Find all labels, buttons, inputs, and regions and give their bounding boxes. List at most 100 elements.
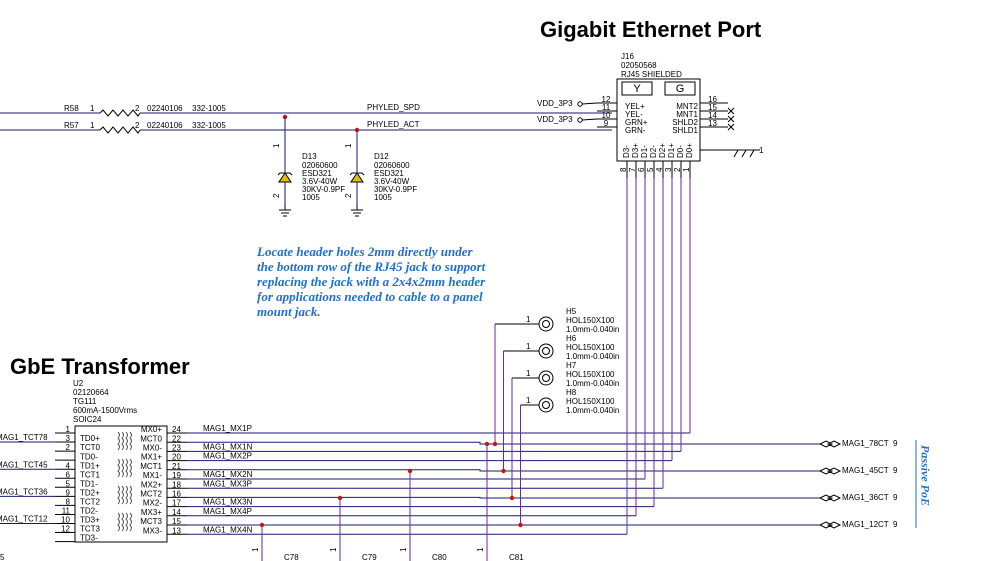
cap-ref: C81 bbox=[509, 553, 524, 561]
hole-value: HOL150X100 bbox=[566, 316, 615, 325]
pin-number: 3 bbox=[664, 167, 673, 172]
ct-wire bbox=[187, 441, 820, 445]
diode-spec: 1005 bbox=[374, 193, 392, 202]
diode-spec: 3.6V-40W bbox=[302, 177, 338, 186]
pin-name: MCT3 bbox=[140, 517, 162, 526]
pin-name: D0+ bbox=[685, 143, 694, 158]
pin-number: 16 bbox=[172, 490, 181, 499]
pin-number: 1 bbox=[329, 547, 338, 552]
jack-desc: RJ45 SHIELDED bbox=[621, 70, 682, 79]
net-label: MAG1_TCT45 bbox=[0, 460, 48, 469]
transformer-name: TG111 bbox=[73, 397, 97, 406]
hole-value: HOL150X100 bbox=[566, 343, 615, 352]
power-label: VDD_3P3 bbox=[537, 99, 573, 108]
pin-name: TD3- bbox=[80, 534, 98, 543]
pin-name: D0- bbox=[676, 145, 685, 158]
part-number: 02240106 bbox=[147, 104, 183, 113]
net-label: MAG1_MX4N bbox=[203, 525, 253, 534]
pin-name: SHLD1 bbox=[672, 126, 698, 135]
transformer-rating: 600mA-1500Vrms bbox=[73, 406, 137, 415]
no-connect bbox=[727, 107, 735, 115]
pin-name: TD2- bbox=[80, 507, 98, 516]
diode-bar bbox=[277, 172, 293, 176]
pin-number: 23 bbox=[172, 444, 181, 453]
diode-bar bbox=[349, 172, 365, 176]
power-label: VDD_3P3 bbox=[537, 115, 573, 124]
pin-number: 16 bbox=[708, 95, 717, 104]
net-label: MAG1_MX3P bbox=[203, 479, 252, 488]
pin-number: 8 bbox=[619, 167, 628, 172]
pin-number: 9 bbox=[66, 488, 71, 497]
junction bbox=[501, 468, 506, 474]
diode-spec: ESD321 bbox=[374, 169, 404, 178]
pin-number: 1 bbox=[682, 167, 691, 172]
pin-name: MX1+ bbox=[141, 453, 162, 462]
no-connect bbox=[727, 115, 735, 123]
ct-wire bbox=[187, 496, 820, 499]
side-label: Passive PoE bbox=[918, 445, 932, 506]
pin-number: 12 bbox=[61, 525, 70, 534]
pin-number: 17 bbox=[172, 499, 181, 508]
net-label: MAG1_MX4P bbox=[203, 507, 252, 516]
pin-number: 11 bbox=[62, 507, 71, 516]
note-line: Locate header holes 2mm directly under bbox=[256, 244, 474, 259]
diode-ref: D13 bbox=[302, 152, 317, 161]
resistor bbox=[99, 126, 141, 134]
pin-number: 1 bbox=[66, 425, 71, 434]
pin-name: D3+ bbox=[631, 143, 640, 158]
pin-name: TD0- bbox=[80, 452, 98, 461]
led-box bbox=[621, 81, 653, 96]
transformer-part: 02120664 bbox=[73, 388, 109, 397]
pin-name: TD1+ bbox=[80, 461, 100, 470]
pin-number: 1 bbox=[251, 547, 260, 552]
diode-spec: 02060600 bbox=[302, 161, 338, 170]
pin-name: TCT2 bbox=[80, 498, 101, 507]
net-label: MAG1_MX2P bbox=[203, 452, 252, 461]
hole-ref: H8 bbox=[566, 388, 577, 397]
offpage-connector bbox=[818, 467, 842, 475]
pin-number: 5 bbox=[646, 167, 655, 172]
note-line: mount jack. bbox=[257, 304, 321, 319]
pin-name: GRN- bbox=[625, 126, 646, 135]
resistor-ref: R58 bbox=[64, 104, 79, 113]
hole-inner bbox=[542, 401, 550, 409]
offpage-sheet: 9 bbox=[893, 439, 898, 448]
ct-wire bbox=[187, 469, 820, 472]
pin-name: TD1- bbox=[80, 479, 98, 488]
pin-name: TCT3 bbox=[80, 525, 101, 534]
net-label: PHYLED_ACT bbox=[367, 120, 420, 129]
led-box bbox=[664, 81, 696, 96]
offpage-net: MAG1_36CT bbox=[842, 493, 889, 502]
pin-number: 10 bbox=[61, 516, 70, 525]
pin-number: 1 bbox=[526, 342, 531, 351]
diode bbox=[278, 172, 292, 183]
net-label: MAG1_MX1P bbox=[203, 424, 252, 433]
pin-number: 24 bbox=[172, 425, 181, 434]
net-label: MAG1_TCT12 bbox=[0, 515, 48, 524]
pin-number: 2 bbox=[344, 193, 353, 198]
coil bbox=[129, 458, 132, 478]
junction bbox=[509, 495, 515, 501]
pin-name: MCT0 bbox=[140, 434, 162, 443]
transformer-body bbox=[74, 425, 168, 543]
coil bbox=[117, 512, 120, 532]
hole-size: 1.0mm-0.040in bbox=[566, 406, 619, 415]
pin bbox=[581, 102, 598, 105]
diode-spec: 3.6V-40W bbox=[374, 177, 410, 186]
pin-name: TD0+ bbox=[80, 434, 100, 443]
coil bbox=[117, 458, 120, 478]
ethernet-title: Gigabit Ethernet Port bbox=[540, 17, 762, 42]
pin-name: MX3- bbox=[143, 526, 162, 535]
hole-size: 1.0mm-0.040in bbox=[566, 325, 619, 334]
pin-number: 1 bbox=[344, 143, 353, 148]
pin-name: MNT2 bbox=[676, 102, 698, 111]
pin-name: TCT1 bbox=[80, 470, 101, 479]
pin-name: MX0- bbox=[143, 444, 162, 453]
coil bbox=[129, 431, 132, 451]
note-line: the bottom row of the RJ45 jack to suppo… bbox=[257, 259, 486, 274]
cap-ref: C79 bbox=[362, 553, 377, 561]
jack-part: 02050568 bbox=[621, 61, 657, 70]
pin-number: 21 bbox=[172, 462, 181, 471]
pin-number: 19 bbox=[172, 471, 181, 480]
